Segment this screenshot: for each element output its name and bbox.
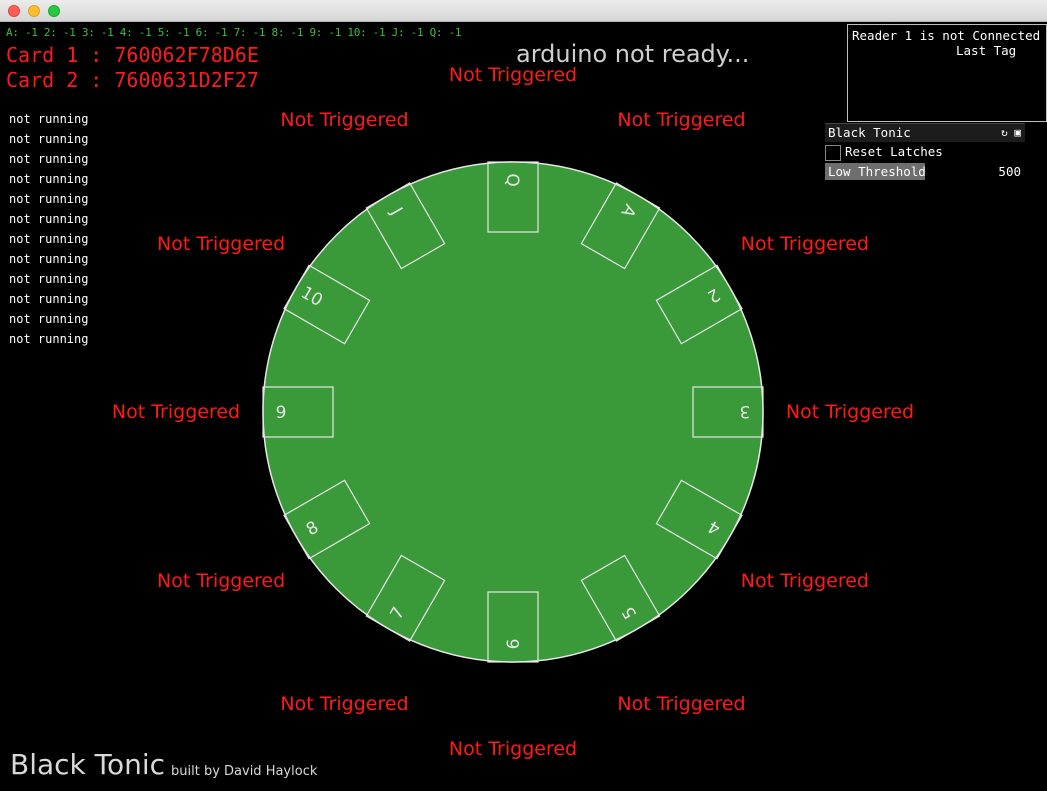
card-outline	[580, 554, 661, 642]
card-slot-9: 9	[262, 386, 334, 438]
window-titlebar	[0, 0, 1047, 22]
run-status-item: not running	[9, 172, 89, 186]
reader-panel: Reader 1 is not Connected Last Tag	[847, 24, 1047, 122]
trigger-status-a: Not Triggered	[617, 109, 746, 132]
low-threshold-value: 500	[998, 164, 1021, 179]
card-outline	[487, 591, 539, 663]
run-status-item: not running	[9, 332, 89, 346]
card-outline	[655, 479, 743, 560]
low-threshold-label: Low Threshold	[828, 164, 926, 179]
maximize-window-button[interactable]	[48, 5, 60, 17]
settings-panel-title: Black Tonic	[828, 125, 911, 140]
trigger-status-2: Not Triggered	[740, 232, 869, 255]
table-felt	[262, 161, 764, 663]
card-slot-q: Q	[487, 161, 539, 233]
arduino-status: arduino not ready...	[516, 40, 750, 68]
sensor-counts: A: -1 2: -1 3: -1 4: -1 5: -1 6: -1 7: -…	[6, 26, 462, 39]
card-outline	[655, 264, 743, 345]
run-status-item: not running	[9, 292, 89, 306]
card-outline	[283, 479, 371, 560]
trigger-status-5: Not Triggered	[617, 692, 746, 715]
run-status-list: not running not running not running not run…	[9, 111, 88, 351]
run-status-item: not running	[9, 312, 89, 326]
card-label: 3	[740, 401, 751, 421]
card-outline	[580, 182, 661, 270]
trigger-status-6: Not Triggered	[448, 738, 578, 760]
card-slot-6: 6	[487, 591, 539, 663]
card-outline	[487, 161, 539, 233]
run-status-item: not running	[9, 132, 89, 146]
trigger-status-3: Not Triggered	[785, 401, 915, 423]
reset-latches-checkbox[interactable]	[825, 145, 841, 161]
card-outline	[262, 386, 334, 438]
run-status-item: not running	[9, 152, 89, 166]
run-status-item: not running	[9, 232, 89, 246]
run-status-item: not running	[9, 272, 89, 286]
trigger-status-8: Not Triggered	[157, 569, 286, 592]
card-outline	[365, 554, 446, 642]
minimize-window-button[interactable]	[28, 5, 40, 17]
trigger-status-10: Not Triggered	[157, 232, 286, 255]
app-credit: built by David Haylock	[171, 764, 318, 779]
trigger-status-j: Not Triggered	[280, 109, 409, 132]
trigger-status-7: Not Triggered	[280, 692, 409, 715]
reset-latches-label: Reset Latches	[845, 144, 943, 159]
trigger-status-9: Not Triggered	[111, 401, 241, 423]
card-2-id: Card 2 : 7600631D2F27	[6, 68, 259, 92]
low-threshold-slider[interactable]: Low Threshold 500	[825, 163, 1025, 180]
settings-panel: Black Tonic ↻ ▣ Reset Latches Low Thresh…	[825, 123, 1025, 182]
low-threshold-slider-fill	[825, 163, 925, 180]
reload-icon[interactable]: ↻	[1001, 126, 1008, 139]
settings-panel-header[interactable]: Black Tonic ↻ ▣	[825, 123, 1025, 142]
card-outline	[365, 182, 446, 270]
save-icon[interactable]: ▣	[1014, 126, 1021, 139]
trigger-status-q: Not Triggered	[448, 64, 578, 86]
card-label: 9	[276, 403, 287, 423]
run-status-item: not running	[9, 192, 89, 206]
app-brand: Black Tonic	[10, 748, 166, 781]
run-status-item: not running	[9, 212, 89, 226]
reset-latches-toggle[interactable]: Reset Latches	[825, 142, 1025, 162]
card-label: 6	[504, 639, 524, 650]
card-1-id: Card 1 : 760062F78D6E	[6, 43, 259, 67]
reader-connection-status: Reader 1 is not Connected	[852, 28, 1041, 43]
trigger-status-4: Not Triggered	[740, 569, 869, 592]
card-slot-3: 3	[692, 386, 764, 438]
run-status-item: not running	[9, 252, 89, 266]
run-status-item: not running	[9, 112, 89, 126]
close-window-button[interactable]	[8, 5, 20, 17]
reader-last-tag-label: Last Tag	[956, 43, 1017, 58]
card-outline	[283, 264, 371, 345]
app-canvas: A: -1 2: -1 3: -1 4: -1 5: -1 6: -1 7: -…	[0, 22, 1047, 791]
card-label: Q	[502, 173, 522, 186]
card-outline	[692, 386, 764, 438]
